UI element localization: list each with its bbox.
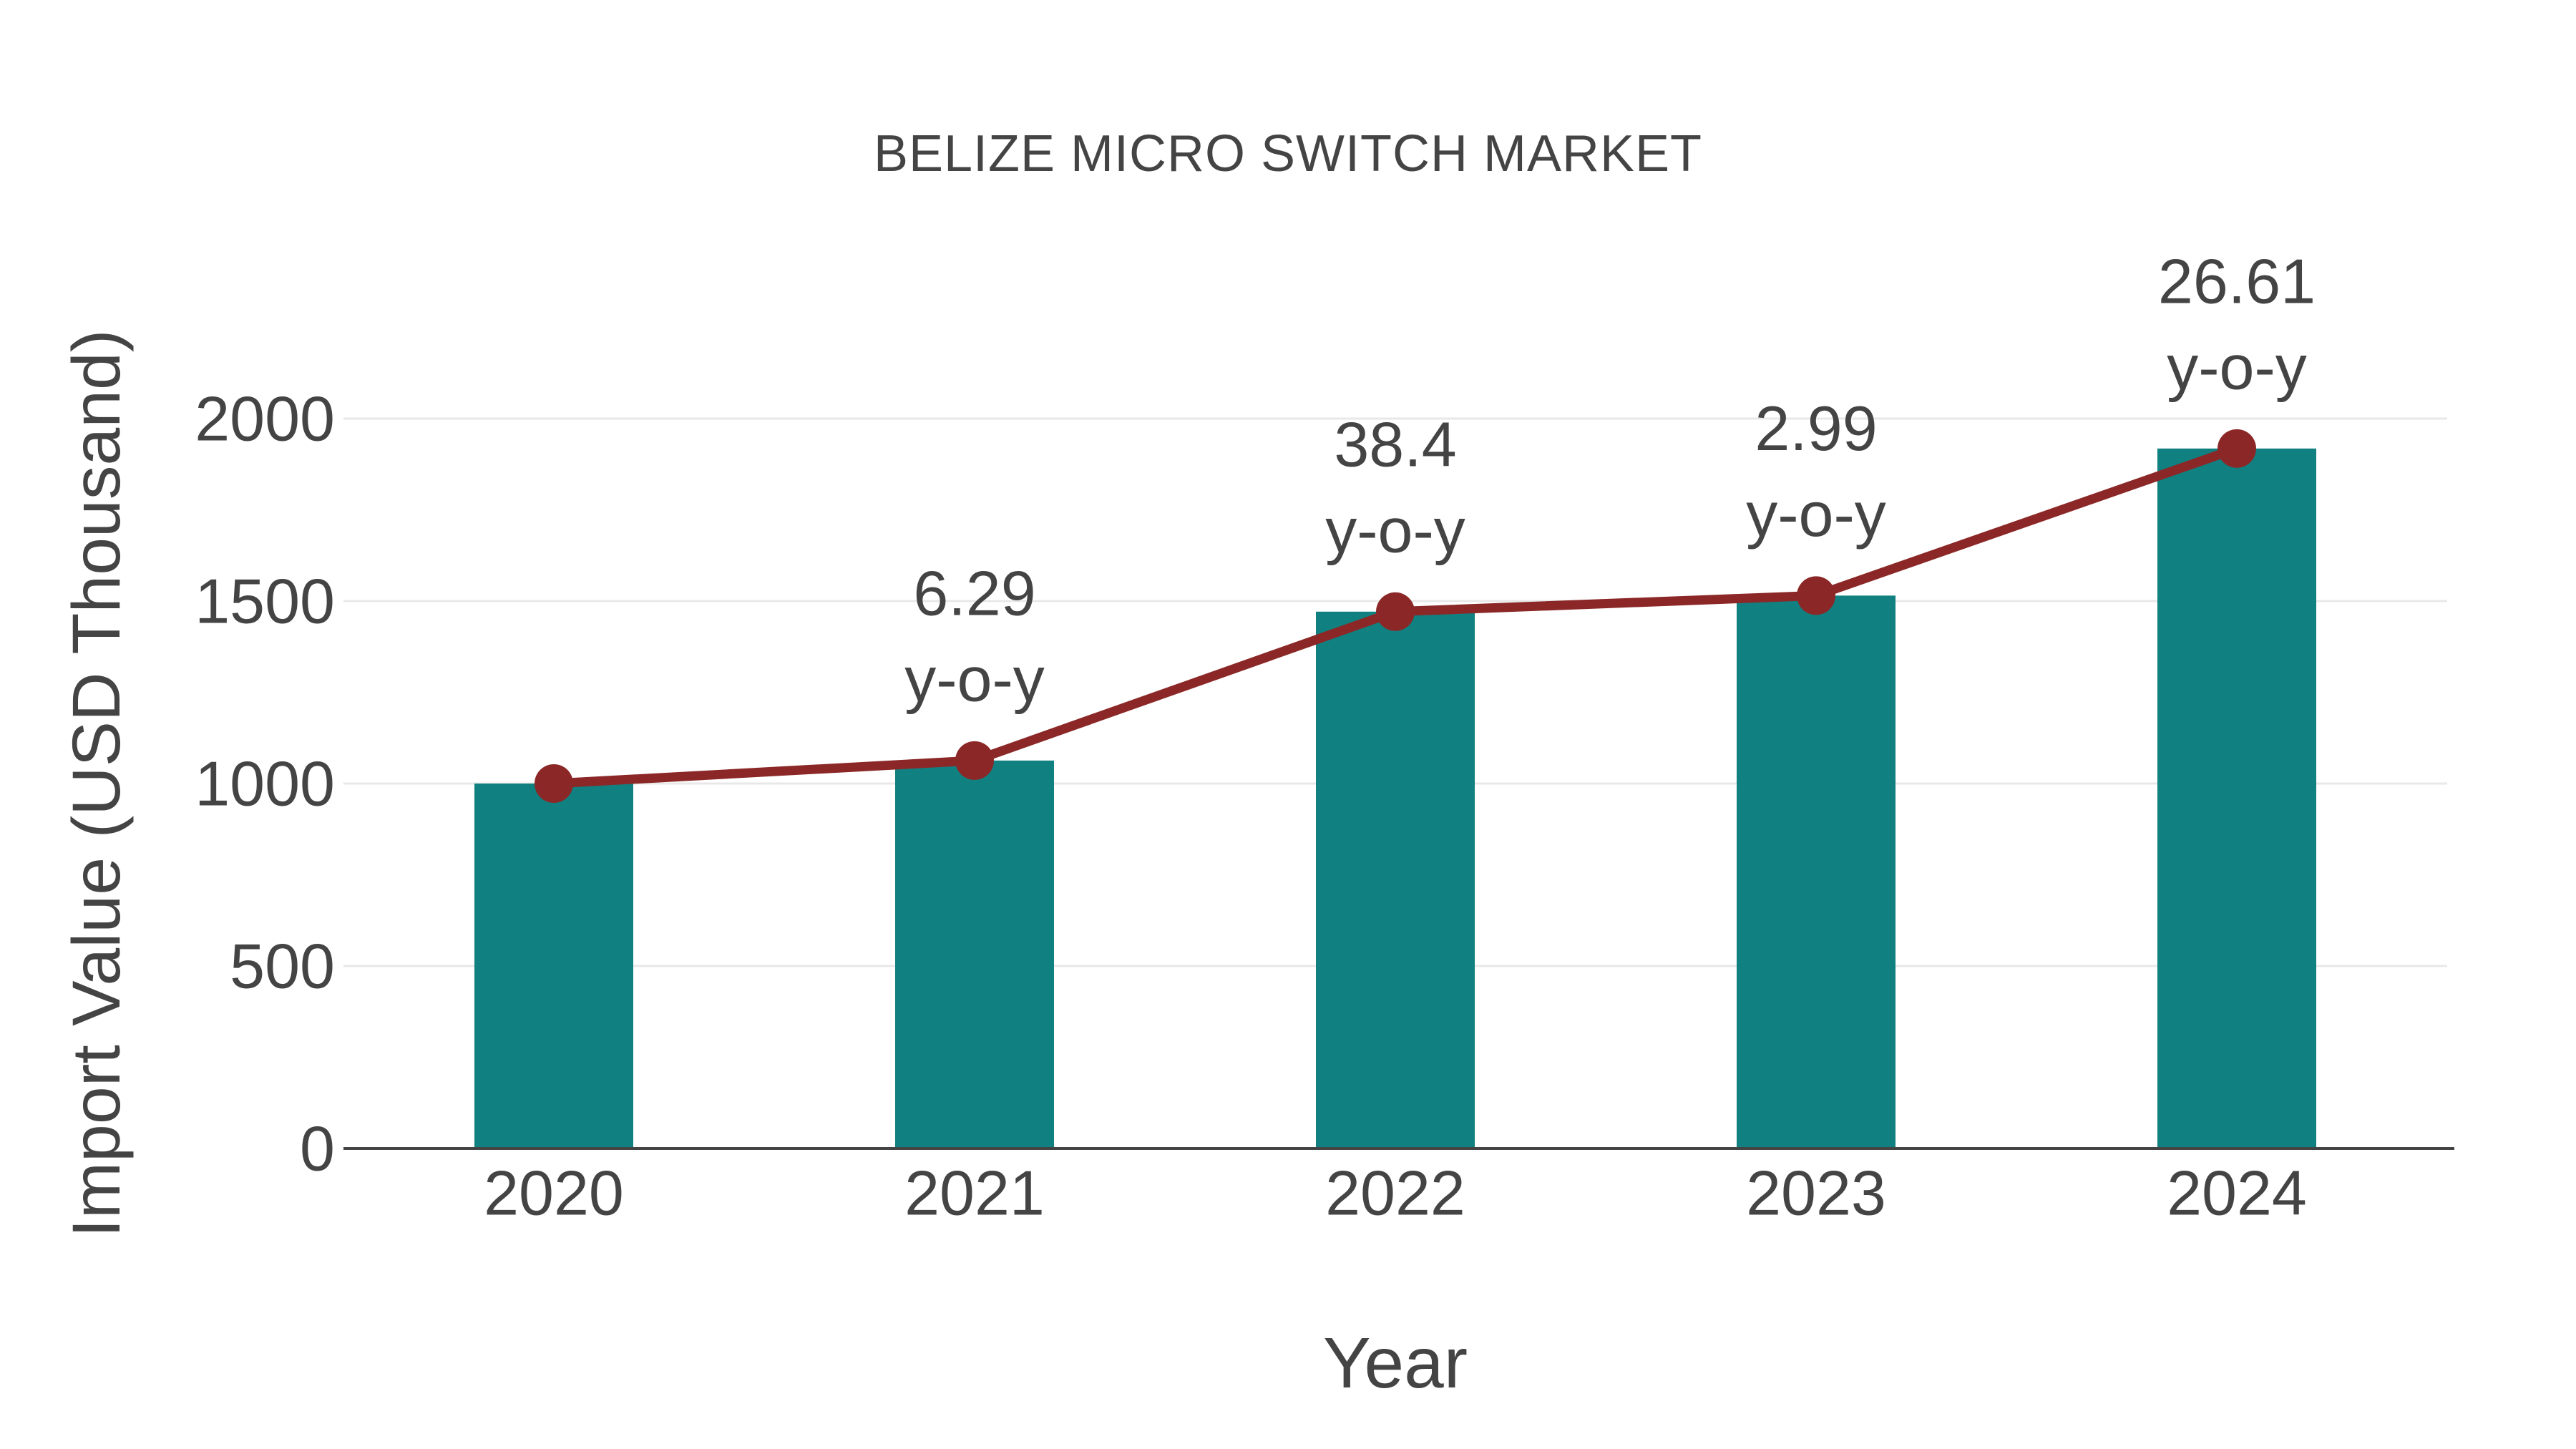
annotation-2023-value: 2.99 [1755,393,1877,464]
bars [474,448,2316,1148]
marker-2022[interactable] [1376,592,1415,631]
ytick-label-2000: 2000 [195,384,335,454]
ytick-label-500: 500 [230,931,335,1002]
annotation-2023-suffix: y-o-y [1746,479,1886,550]
xtick-label-2020: 2020 [484,1158,624,1229]
ytick-label-0: 0 [300,1113,335,1184]
marker-2020[interactable] [535,764,573,803]
annotation-2022-suffix: y-o-y [1325,494,1465,565]
yoy-annotations: 6.29 y-o-y 38.4 y-o-y 2.99 y-o-y 26.61 y-o-y [904,245,2316,714]
y-tick-labels: 0 500 1000 1500 2000 [195,384,335,1184]
bar-2024[interactable] [2157,448,2316,1148]
annotation-2024-value: 26.61 [2158,245,2316,316]
annotation-2022-value: 38.4 [1334,409,1456,479]
bar-2020[interactable] [474,784,633,1148]
xtick-label-2022: 2022 [1325,1158,1465,1229]
xtick-label-2023: 2023 [1746,1158,1886,1229]
bar-2022[interactable] [1316,611,1475,1148]
marker-2024[interactable] [2218,429,2256,468]
y-axis-title: Import Value (USD Thousand) [59,329,135,1237]
trend-line-group [535,429,2256,803]
ytick-label-1000: 1000 [195,748,335,819]
annotation-2021-suffix: y-o-y [904,643,1045,714]
x-tick-labels: 2020 2021 2022 2023 2024 [484,1158,2307,1229]
marker-2021[interactable] [955,741,994,780]
marker-2023[interactable] [1797,576,1835,615]
bar-2023[interactable] [1737,595,1896,1148]
chart-title: BELIZE MICRO SWITCH MARKET [874,125,1702,182]
bar-2021[interactable] [895,760,1054,1148]
x-axis-title: Year [1323,1323,1468,1403]
xtick-label-2024: 2024 [2167,1158,2307,1229]
xtick-label-2021: 2021 [904,1158,1045,1229]
annotation-2024-suffix: y-o-y [2167,331,2307,402]
ytick-label-1500: 1500 [195,566,335,637]
annotation-2021-value: 6.29 [913,557,1035,628]
